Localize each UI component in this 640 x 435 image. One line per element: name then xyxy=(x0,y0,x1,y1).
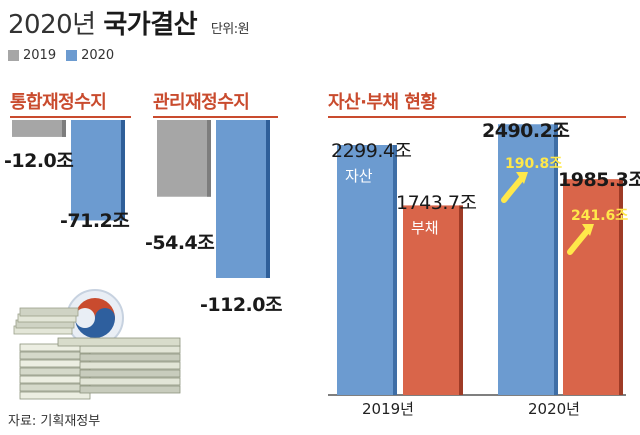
bar-shade-liabilities-2020년 xyxy=(619,179,623,395)
bar-shade-liabilities-2019년 xyxy=(459,205,463,395)
bar-shade-assets-2019년 xyxy=(393,145,397,395)
section-underline-managed xyxy=(153,116,278,118)
bar-liabilities-2020년 xyxy=(563,179,623,395)
money-stack-icon xyxy=(19,359,91,368)
section-underline-integrated xyxy=(10,116,131,118)
source-note: 자료: 기획재정부 xyxy=(8,414,101,429)
money-stack-icon xyxy=(79,369,181,378)
money-stack-icon xyxy=(79,385,181,394)
annotation-liabilities-increase: 241.6조 xyxy=(571,208,629,224)
series-label-assets: 자산 xyxy=(345,167,373,185)
legend-swatch-2019 xyxy=(8,50,19,61)
bar-assets-2019년 xyxy=(337,145,397,395)
money-stack-icon xyxy=(79,361,181,370)
money-stack-icon xyxy=(79,353,181,362)
money-stack-icon xyxy=(57,337,181,347)
chart-title: 2020년 국가결산 단위:원 xyxy=(8,4,250,41)
annotation-assets-increase: 190.8조 xyxy=(505,156,563,172)
unit-label: 단위:원 xyxy=(210,22,250,37)
bar-shade-assets-2020년 xyxy=(554,124,558,395)
bar-shade-managed-2020 xyxy=(266,120,270,278)
category-label-2019: 2019년 xyxy=(362,400,414,418)
value-label-integrated-2019: -12.0조 xyxy=(4,150,74,172)
arrow-head-icon xyxy=(582,224,594,236)
bar-liabilities-2019년 xyxy=(403,205,463,395)
money-stack-icon xyxy=(19,367,91,376)
bar-shade-integrated-2019 xyxy=(62,120,66,137)
bar-integrated-2019 xyxy=(12,120,66,137)
bar-managed-2019 xyxy=(157,120,211,197)
bar-integrated-2020 xyxy=(71,120,125,221)
section-title-integrated-balance: 통합재정수지 xyxy=(10,92,107,113)
value-label-integrated-2020: -71.2조 xyxy=(60,210,130,232)
money-stack-icon xyxy=(19,391,91,400)
value-label-managed-2020: -112.0조 xyxy=(200,294,282,316)
money-stack-icon xyxy=(79,377,181,386)
arrow-head-icon xyxy=(516,172,528,184)
section-underline-assets xyxy=(328,116,626,118)
legend-item-2020: 2020 xyxy=(66,48,114,63)
arrow-up-icon xyxy=(567,227,591,255)
legend-label-2020: 2020 xyxy=(81,48,115,63)
value-label-assets-2020: 2490.2조 xyxy=(482,120,570,142)
money-stack-icon xyxy=(19,383,91,392)
section-title-assets-liabilities: 자산·부채 현황 xyxy=(328,92,437,113)
section-title-managed-balance: 관리재정수지 xyxy=(153,92,250,113)
money-stack-icon xyxy=(79,345,181,354)
bar-managed-2020 xyxy=(216,120,270,278)
money-stack-icon xyxy=(19,307,79,317)
title-year: 2020년 xyxy=(8,10,96,40)
money-stack-icon xyxy=(19,375,91,384)
value-label-liabilities-2019: 1743.7조 xyxy=(396,192,477,214)
money-stack-icon xyxy=(19,351,91,360)
bar-shade-managed-2019 xyxy=(207,120,211,197)
legend: 2019 2020 xyxy=(8,48,124,63)
legend-swatch-2020 xyxy=(66,50,78,61)
value-label-assets-2019: 2299.4조 xyxy=(331,140,412,162)
legend-item-2019: 2019 xyxy=(8,48,56,63)
bar-assets-2020년 xyxy=(498,124,558,395)
value-label-liabilities-2020: 1985.3조 xyxy=(558,169,640,191)
arrow-up-icon xyxy=(501,175,525,203)
bar-shade-integrated-2020 xyxy=(121,120,125,221)
legend-label-2019: 2019 xyxy=(23,48,57,63)
value-label-managed-2019: -54.4조 xyxy=(145,232,215,254)
title-main: 국가결산 xyxy=(103,10,198,40)
category-label-2020: 2020년 xyxy=(528,400,580,418)
series-label-liabilities: 부채 xyxy=(411,219,439,237)
emblem-blue-half-icon xyxy=(75,308,115,338)
